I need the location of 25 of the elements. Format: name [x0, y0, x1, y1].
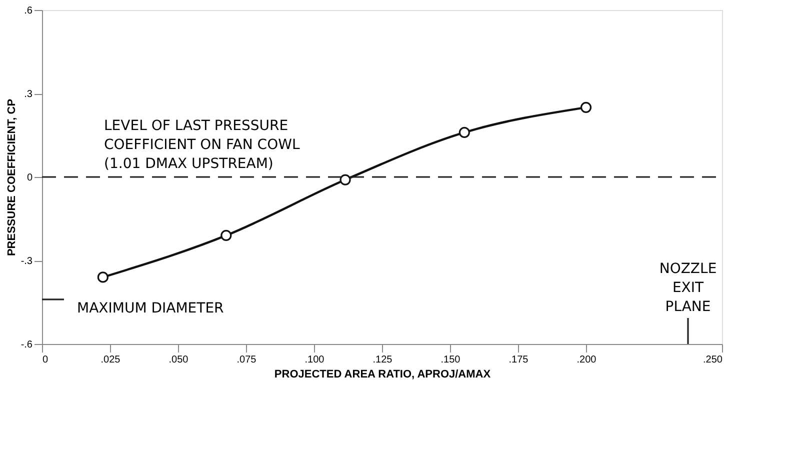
- x-tick-label: .250: [703, 354, 723, 366]
- x-axis-title: PROJECTED AREA RATIO, APROJ/AMAX: [274, 368, 492, 380]
- point: [458, 126, 470, 138]
- y-tick-label: -.3: [20, 256, 33, 267]
- x-tick-label: .125: [372, 354, 393, 366]
- y-axis-title: PRESSURE COEFFICIENT, CP: [6, 98, 18, 256]
- x-tick-label: .050: [168, 354, 189, 366]
- x-tick-label: .025: [100, 354, 121, 366]
- x-tick-label: .075: [236, 354, 257, 366]
- y-tick-label: 0: [26, 172, 33, 184]
- x-tick-label: 0: [42, 354, 48, 366]
- ref-line-label: NOZZLE EXIT PLANE: [659, 261, 717, 315]
- x-tick-label: .100: [304, 354, 325, 366]
- y-tick-label: .3: [24, 89, 33, 100]
- ref-line-label: MAXIMUM DIAMETER: [77, 300, 224, 316]
- point: [220, 230, 232, 241]
- x-tick-label: .200: [576, 354, 597, 366]
- ref-line-label: LEVEL OF LAST PRESSURE COEFFICIENT ON FAN COWL (1.01 DMAX UPSTREAM): [104, 118, 300, 172]
- y-tick-label: -.6: [20, 340, 33, 350]
- point: [97, 272, 108, 283]
- x-tick-label: .150: [440, 354, 461, 366]
- point: [580, 102, 592, 113]
- point: [340, 174, 351, 186]
- x-tick-label: .175: [508, 354, 529, 366]
- y-tick-label: .6: [24, 6, 33, 16]
